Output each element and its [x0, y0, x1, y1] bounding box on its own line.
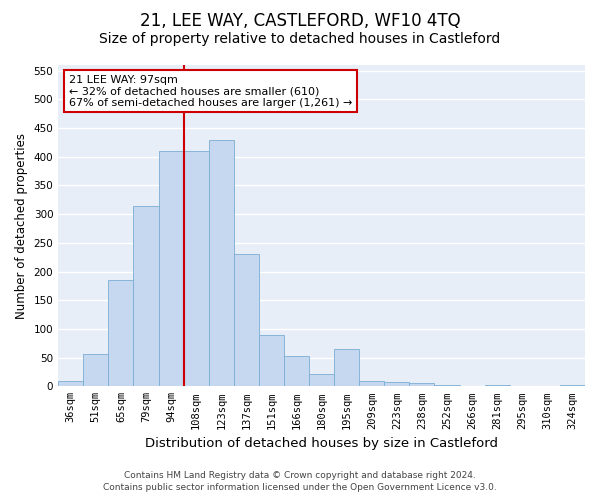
Bar: [184, 151, 209, 386]
Bar: [284, 356, 309, 386]
Bar: [385, 382, 409, 386]
Bar: [560, 384, 585, 386]
X-axis label: Distribution of detached houses by size in Castleford: Distribution of detached houses by size …: [145, 437, 498, 450]
Bar: [485, 385, 510, 386]
Bar: [209, 140, 234, 386]
Bar: [158, 151, 184, 386]
Bar: [58, 380, 83, 386]
Bar: [109, 280, 133, 386]
Text: 21 LEE WAY: 97sqm
← 32% of detached houses are smaller (610)
67% of semi-detache: 21 LEE WAY: 97sqm ← 32% of detached hous…: [69, 74, 352, 108]
Text: Size of property relative to detached houses in Castleford: Size of property relative to detached ho…: [100, 32, 500, 46]
Bar: [309, 374, 334, 386]
Bar: [434, 384, 460, 386]
Y-axis label: Number of detached properties: Number of detached properties: [15, 132, 28, 318]
Bar: [83, 354, 109, 386]
Bar: [259, 334, 284, 386]
Bar: [359, 380, 385, 386]
Text: 21, LEE WAY, CASTLEFORD, WF10 4TQ: 21, LEE WAY, CASTLEFORD, WF10 4TQ: [140, 12, 460, 30]
Bar: [133, 206, 158, 386]
Text: Contains HM Land Registry data © Crown copyright and database right 2024.
Contai: Contains HM Land Registry data © Crown c…: [103, 471, 497, 492]
Bar: [409, 384, 434, 386]
Bar: [234, 254, 259, 386]
Bar: [334, 349, 359, 387]
